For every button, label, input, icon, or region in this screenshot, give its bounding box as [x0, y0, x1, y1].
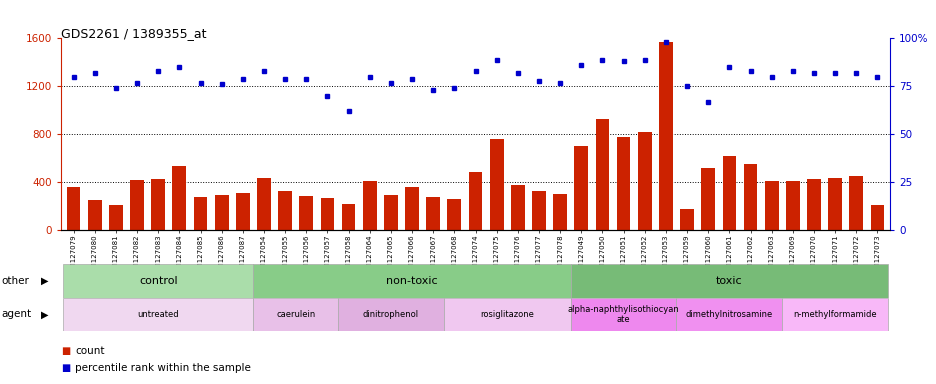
Bar — [806, 179, 820, 230]
Bar — [785, 181, 798, 230]
Bar — [680, 209, 694, 230]
Bar — [447, 199, 461, 230]
Bar — [637, 132, 651, 230]
Bar — [574, 146, 588, 230]
Bar — [676, 298, 782, 331]
Text: dinitrophenol: dinitrophenol — [362, 310, 418, 319]
Text: n-methylformamide: n-methylformamide — [793, 310, 876, 319]
Text: rosiglitazone: rosiglitazone — [480, 310, 534, 319]
Bar — [701, 168, 714, 230]
Bar — [570, 264, 887, 298]
Text: ▶: ▶ — [41, 310, 49, 319]
Bar — [722, 156, 736, 230]
Bar — [510, 185, 524, 230]
Text: ■: ■ — [61, 346, 70, 356]
Text: dimethylnitrosamine: dimethylnitrosamine — [685, 310, 772, 319]
Bar — [256, 177, 271, 230]
Bar — [743, 164, 756, 230]
Bar — [849, 176, 862, 230]
Bar — [595, 119, 608, 230]
Text: count: count — [75, 346, 104, 356]
Bar — [827, 177, 841, 230]
Text: other: other — [2, 276, 30, 286]
Bar — [63, 264, 253, 298]
Bar — [214, 195, 228, 230]
Text: GDS2261 / 1389355_at: GDS2261 / 1389355_at — [61, 27, 206, 40]
Bar — [426, 197, 440, 230]
Bar — [194, 197, 207, 230]
Bar — [236, 193, 249, 230]
Bar — [253, 264, 570, 298]
Bar — [130, 180, 144, 230]
Bar — [109, 205, 123, 230]
Text: percentile rank within the sample: percentile rank within the sample — [75, 363, 251, 373]
Bar — [338, 298, 444, 331]
Bar — [552, 194, 566, 230]
Bar — [782, 298, 887, 331]
Text: control: control — [139, 276, 177, 286]
Text: alpha-naphthylisothiocyan
ate: alpha-naphthylisothiocyan ate — [567, 305, 679, 324]
Bar — [490, 139, 503, 230]
Bar — [342, 204, 355, 230]
Text: toxic: toxic — [715, 276, 742, 286]
Bar — [63, 298, 253, 331]
Bar — [300, 195, 313, 230]
Bar — [278, 191, 292, 230]
Text: caerulein: caerulein — [276, 310, 315, 319]
Bar — [658, 42, 672, 230]
Text: ■: ■ — [61, 363, 70, 373]
Bar — [66, 187, 80, 230]
Bar — [870, 205, 884, 230]
Bar — [404, 187, 418, 230]
Bar — [88, 200, 101, 230]
Text: agent: agent — [2, 310, 32, 319]
Bar — [253, 298, 338, 331]
Bar — [320, 198, 334, 230]
Bar — [764, 181, 778, 230]
Bar — [468, 172, 482, 230]
Bar — [362, 181, 376, 230]
Text: ▶: ▶ — [41, 276, 49, 286]
Text: untreated: untreated — [138, 310, 179, 319]
Bar — [616, 137, 630, 230]
Bar — [570, 298, 676, 331]
Bar — [152, 179, 165, 230]
Bar — [384, 195, 398, 230]
Bar — [172, 166, 186, 230]
Bar — [532, 191, 546, 230]
Bar — [444, 298, 570, 331]
Text: non-toxic: non-toxic — [386, 276, 437, 286]
